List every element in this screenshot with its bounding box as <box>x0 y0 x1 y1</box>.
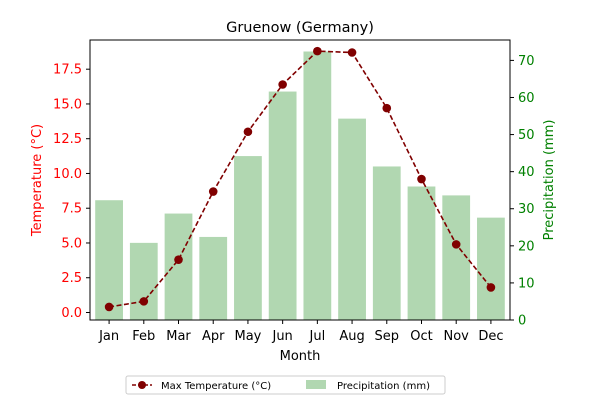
x-tick-label-jul: Jul <box>309 329 326 344</box>
precipitation-bar-nov <box>442 195 471 320</box>
temperature-point-apr <box>208 187 218 196</box>
legend: Max Temperature (°C) Precipitation (mm) <box>125 375 446 395</box>
legend-label-precipitation: Precipitation (mm) <box>337 381 430 392</box>
right-y-tick-label: 40 <box>518 165 535 180</box>
temperature-point-may <box>243 127 253 137</box>
precipitation-bar-jan <box>95 200 123 320</box>
x-tick-label-nov: Nov <box>444 329 470 344</box>
precipitation-bar-sep <box>372 166 401 320</box>
left-y-axis-label: Temperature (°C) <box>30 124 45 237</box>
precipitation-bar-mar <box>164 213 193 320</box>
right-y-tick-label: 50 <box>518 128 535 143</box>
temperature-point-oct <box>417 174 426 184</box>
chart-title: Gruenow (Germany) <box>226 20 374 36</box>
temperature-point-dec <box>486 283 496 292</box>
temperature-series-line <box>108 50 492 308</box>
temperature-point-mar <box>174 255 183 264</box>
temperature-point-aug <box>347 48 357 57</box>
left-y-tick-label: 7.5 <box>61 202 82 217</box>
precipitation-bar-feb <box>129 242 158 320</box>
precipitation-bar-aug <box>338 118 366 320</box>
left-y-tick-label: 17.5 <box>53 63 82 78</box>
plot-frame <box>89 39 511 321</box>
temperature-point-jul <box>313 46 322 56</box>
temperature-point-feb <box>139 297 149 306</box>
precipitation-bar-jul <box>303 51 332 320</box>
precipitation-bars <box>95 51 505 320</box>
x-axis-label: Month <box>280 349 321 364</box>
x-tick-label-sep: Sep <box>375 329 400 344</box>
legend-label-temperature: Max Temperature (°C) <box>161 381 271 392</box>
precipitation-bar-jun <box>268 91 297 320</box>
left-y-tick-label: 15.0 <box>53 97 82 112</box>
x-axis: Jan Feb Mar Apr May Jun Jul Aug Sep Oct Nov Dec <box>98 320 503 344</box>
x-tick-label-jan: Jan <box>98 329 119 344</box>
right-y-tick-label: 70 <box>518 54 535 69</box>
right-y-axis: 0 10 20 30 40 50 60 70 <box>510 54 535 329</box>
left-y-tick-label: 12.5 <box>53 132 82 147</box>
precipitation-bar-may <box>234 156 262 320</box>
x-tick-label-aug: Aug <box>339 329 364 344</box>
x-tick-label-oct: Oct <box>410 329 432 344</box>
x-tick-label-mar: Mar <box>166 329 191 344</box>
right-y-tick-label: 20 <box>518 239 535 254</box>
legend-frame <box>125 375 446 395</box>
right-y-tick-label: 60 <box>518 91 535 106</box>
x-tick-label-jun: Jun <box>271 329 292 344</box>
left-y-axis: 0.0 2.5 5.0 7.5 10.0 12.5 15.0 17.5 <box>53 63 90 321</box>
temperature-line <box>104 46 496 312</box>
temperature-point-jun <box>278 80 287 89</box>
temperature-point-sep <box>382 103 392 113</box>
precipitation-bar-oct <box>407 186 436 320</box>
precipitation-bar-apr <box>199 236 228 320</box>
left-y-tick-label: 5.0 <box>61 236 82 251</box>
x-tick-label-may: May <box>234 329 261 344</box>
left-y-tick-label: 10.0 <box>53 167 82 182</box>
legend-marker-swatch <box>138 381 146 389</box>
right-y-tick-label: 0 <box>518 314 526 329</box>
right-y-tick-label: 30 <box>518 202 535 217</box>
temperature-point-jan <box>104 302 114 312</box>
legend-bar-swatch <box>306 380 326 389</box>
left-y-tick-label: 2.5 <box>61 271 82 286</box>
x-tick-label-apr: Apr <box>202 329 225 344</box>
left-y-tick-label: 0.0 <box>61 306 82 321</box>
right-y-tick-label: 10 <box>518 276 535 291</box>
right-y-axis-label: Precipitation (mm) <box>542 120 557 241</box>
temperature-point-nov <box>451 240 461 249</box>
x-tick-label-dec: Dec <box>478 329 503 344</box>
precipitation-bar-dec <box>477 217 505 320</box>
x-tick-label-feb: Feb <box>132 329 155 344</box>
